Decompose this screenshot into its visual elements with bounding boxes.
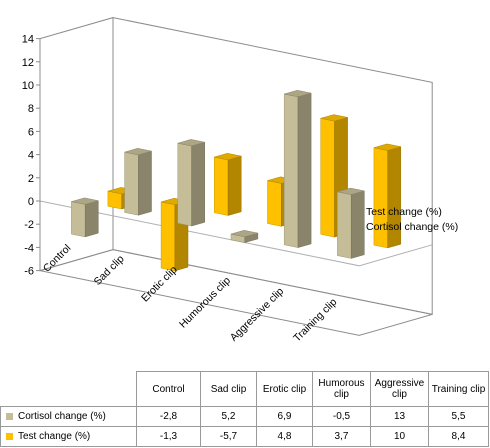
category-label: Erotic clip — [139, 264, 180, 305]
y-tick-label: 0 — [28, 196, 34, 208]
series-label: Test change (%) — [366, 206, 442, 218]
legend-swatch-cortisol — [6, 412, 13, 420]
y-tick-label: 12 — [22, 57, 34, 69]
table-cell: 6,9 — [256, 406, 313, 427]
category-label: Aggressive clip — [228, 285, 287, 344]
y-tick-label: -2 — [24, 219, 34, 231]
legend-swatch-test — [6, 432, 13, 440]
table-cell: 8,4 — [428, 426, 489, 447]
series-label: Cortisol change (%) — [366, 221, 458, 233]
y-axis: -6 -4 -2 0 2 4 6 8 10 12 14 — [22, 34, 40, 278]
table-row-label: Cortisol change (%) — [0, 406, 137, 427]
table-row: Test change (%) -1,3 -5,7 4,8 3,7 10 8,4 — [0, 426, 489, 447]
table-cell: -0,5 — [312, 406, 371, 427]
row-label-text: Cortisol change (%) — [18, 411, 106, 422]
table-cell: 5,5 — [428, 406, 489, 427]
zero-plane-edge — [39, 200, 433, 267]
chart-bars — [71, 90, 402, 272]
table-header: Training clip — [428, 371, 489, 407]
category-label: Training clip — [291, 296, 339, 344]
table-cell: -5,7 — [200, 426, 257, 447]
bar-test-5 — [373, 143, 402, 249]
table-cell: 4,8 — [256, 426, 313, 447]
table-header: Control — [136, 371, 201, 407]
category-label: Sad clip — [92, 253, 127, 288]
category-label: Control — [41, 242, 73, 274]
y-tick-label: 8 — [28, 103, 34, 115]
data-table: Control Sad clip Erotic clip Humorous cl… — [0, 371, 489, 447]
table-cell: 5,2 — [200, 406, 257, 427]
table-cell: -2,8 — [136, 406, 201, 427]
table-cell: 3,7 — [312, 426, 371, 447]
row-label-text: Test change (%) — [18, 431, 91, 442]
y-tick-label: 4 — [28, 150, 34, 162]
bar-cortisol-4 — [283, 90, 312, 248]
series-axis-labels: Test change (%) Cortisol change (%) — [366, 206, 458, 233]
table-row-label: Test change (%) — [0, 426, 137, 447]
bar-test-2 — [214, 153, 242, 216]
y-tick-label: 2 — [28, 173, 34, 185]
table-header: Sad clip — [200, 371, 257, 407]
table-header: Aggressive clip — [370, 371, 429, 407]
y-tick-label: 10 — [22, 80, 34, 92]
bar-cortisol-1 — [124, 148, 152, 216]
floor — [39, 249, 433, 336]
y-tick-label: -6 — [24, 266, 34, 278]
bar-cortisol-2 — [177, 139, 205, 227]
category-label: Humorous clip — [177, 274, 233, 330]
table-cell: -1,3 — [136, 426, 201, 447]
y-tick-label: 14 — [22, 34, 34, 46]
table-header: Humorous clip — [312, 371, 371, 407]
y-tick-label: 6 — [28, 126, 34, 138]
y-tick-label: -4 — [24, 242, 34, 254]
chart-3d-column: -6 -4 -2 0 2 4 6 8 10 12 14 Control Sad clip Erotic … — [22, 16, 458, 344]
table-row: Cortisol change (%) -2,8 5,2 6,9 -0,5 13… — [0, 406, 489, 427]
table-corner — [1, 372, 137, 407]
table-header-row: Control Sad clip Erotic clip Humorous cl… — [1, 371, 489, 407]
bar-cortisol-0 — [71, 197, 99, 238]
bar-cortisol-3 — [230, 230, 259, 243]
bar-cortisol-5 — [337, 187, 365, 259]
table-cell: 13 — [370, 406, 429, 427]
table-header: Erotic clip — [256, 371, 313, 407]
table-cell: 10 — [370, 426, 429, 447]
